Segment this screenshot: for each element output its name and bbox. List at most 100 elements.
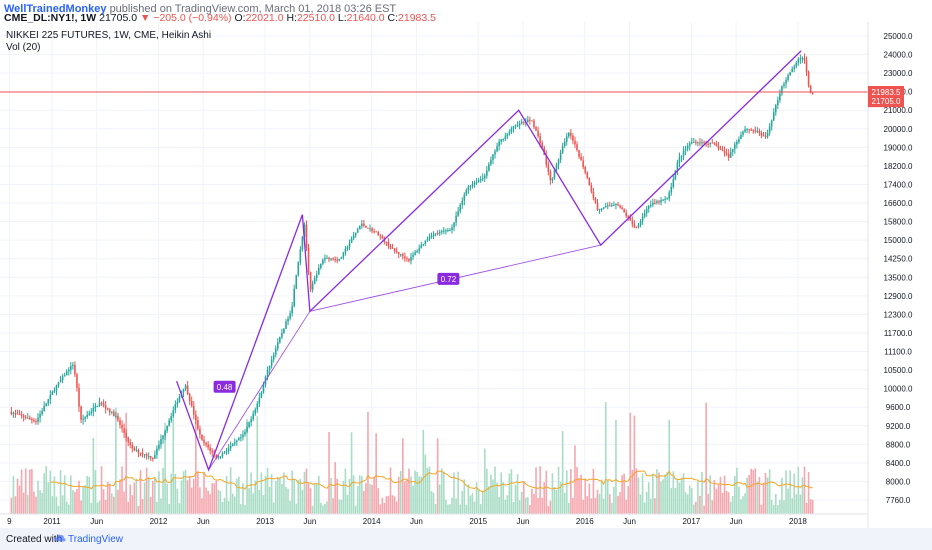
volume-bar [110, 493, 113, 514]
candle-body [45, 403, 48, 407]
volume-bar [768, 469, 771, 514]
candle-body [488, 164, 490, 171]
publish-line: WellTrainedMonkey published on TradingVi… [4, 3, 396, 15]
price-axis[interactable]: 25000.024000.023000.022000.021000.020000… [868, 32, 913, 505]
candle-body [490, 159, 492, 165]
volume-bar [547, 505, 550, 514]
candle-body [535, 127, 537, 131]
candle-body [162, 435, 164, 440]
candle-body [803, 57, 806, 61]
volume-bar [774, 494, 777, 514]
volume-bar [10, 497, 13, 514]
candle-body [459, 204, 461, 212]
volume-bar [744, 493, 746, 514]
candle-body [121, 424, 123, 429]
candle-body [39, 413, 41, 418]
volume-bar [606, 480, 609, 514]
volume-bar [711, 500, 714, 514]
volume-bar [344, 468, 347, 514]
volume-bar [352, 475, 355, 514]
volume-bar [149, 497, 152, 514]
candle-body [481, 178, 484, 180]
candle-body [617, 203, 619, 206]
candle-body [467, 186, 470, 191]
volume-bar [488, 486, 490, 514]
volume-bar [731, 496, 734, 514]
volume-bar [387, 495, 390, 514]
volume-bar [811, 499, 814, 514]
volume-bar [576, 466, 578, 514]
volume-bar [475, 482, 478, 514]
volume-bar [494, 466, 496, 514]
candle-body [598, 209, 601, 211]
candle-body [402, 254, 404, 257]
candle-body [307, 247, 310, 273]
candle-body [496, 146, 498, 152]
candle-body [151, 458, 154, 460]
volume-bar [584, 478, 587, 514]
volume-bar [418, 476, 421, 514]
volume-bar [459, 504, 461, 514]
time-axis[interactable]: 9 2011 Jun 2012 Jun 2013 Jun 2014 Jun 2015 Jun 2016… [7, 517, 807, 526]
volume-bar [82, 486, 84, 514]
volume-bar [436, 438, 439, 514]
volume-bar [604, 402, 607, 514]
candle-body [680, 155, 683, 158]
candle-body [207, 444, 209, 448]
volume-bar [709, 475, 712, 514]
candle-body [348, 243, 351, 248]
volume-bar [102, 489, 105, 514]
volume-bar [674, 487, 677, 514]
volume-bar [328, 431, 330, 514]
volume-bar [551, 473, 554, 514]
time-tick-label: 2012 [150, 517, 168, 526]
candle-body [483, 175, 486, 179]
candle-body [736, 142, 738, 145]
candle-body [49, 394, 52, 400]
ratio-line[interactable] [208, 311, 311, 471]
volume-bar [18, 485, 21, 514]
candle-body [475, 182, 478, 184]
symbol-label: CME_DL:NY1!, 1W [4, 12, 97, 24]
volume-bar [514, 484, 517, 514]
volume-bar [545, 470, 548, 514]
candle-body [92, 408, 95, 412]
xabcd-pattern[interactable]: 0.48 0.72 [176, 50, 802, 472]
candle-body [305, 224, 308, 248]
candle-body [76, 374, 78, 388]
tradingview-link[interactable]: TradingView [68, 534, 124, 545]
candle-body [660, 200, 662, 203]
volume-bar [135, 478, 138, 514]
volume-bar [619, 492, 621, 514]
candle-body [356, 229, 359, 233]
author-link[interactable]: WellTrainedMonkey [4, 3, 107, 15]
candle-body [447, 230, 449, 232]
candle-body [135, 449, 138, 451]
volume-bar [217, 490, 220, 514]
price-tick-label: 19000.0 [884, 143, 913, 152]
volume-bar [799, 494, 802, 514]
low-label: L: [337, 12, 347, 24]
volume-bar [412, 485, 414, 514]
candle-body [641, 216, 644, 222]
volume-bar [795, 494, 798, 514]
candle-body [240, 437, 242, 439]
price-chart[interactable]: 0.480.72 25000.024000.023000.022000.0210… [0, 22, 932, 528]
volume-bar [186, 480, 189, 514]
volume-bar [649, 498, 652, 514]
candle-body [787, 75, 789, 80]
volume-bar [442, 471, 445, 514]
volume-bar [55, 496, 58, 514]
volume-bar [254, 480, 257, 514]
volume-bar [131, 495, 134, 514]
candle-body [697, 142, 699, 144]
candle-body [707, 143, 709, 145]
candle-body [270, 359, 273, 366]
candle-body [432, 234, 435, 237]
candle-body [352, 235, 355, 239]
candle-body [666, 198, 668, 200]
volume-bar [492, 479, 494, 514]
volume-bar [59, 469, 62, 514]
volume-bar [645, 491, 648, 514]
last-price-tag [868, 85, 904, 98]
